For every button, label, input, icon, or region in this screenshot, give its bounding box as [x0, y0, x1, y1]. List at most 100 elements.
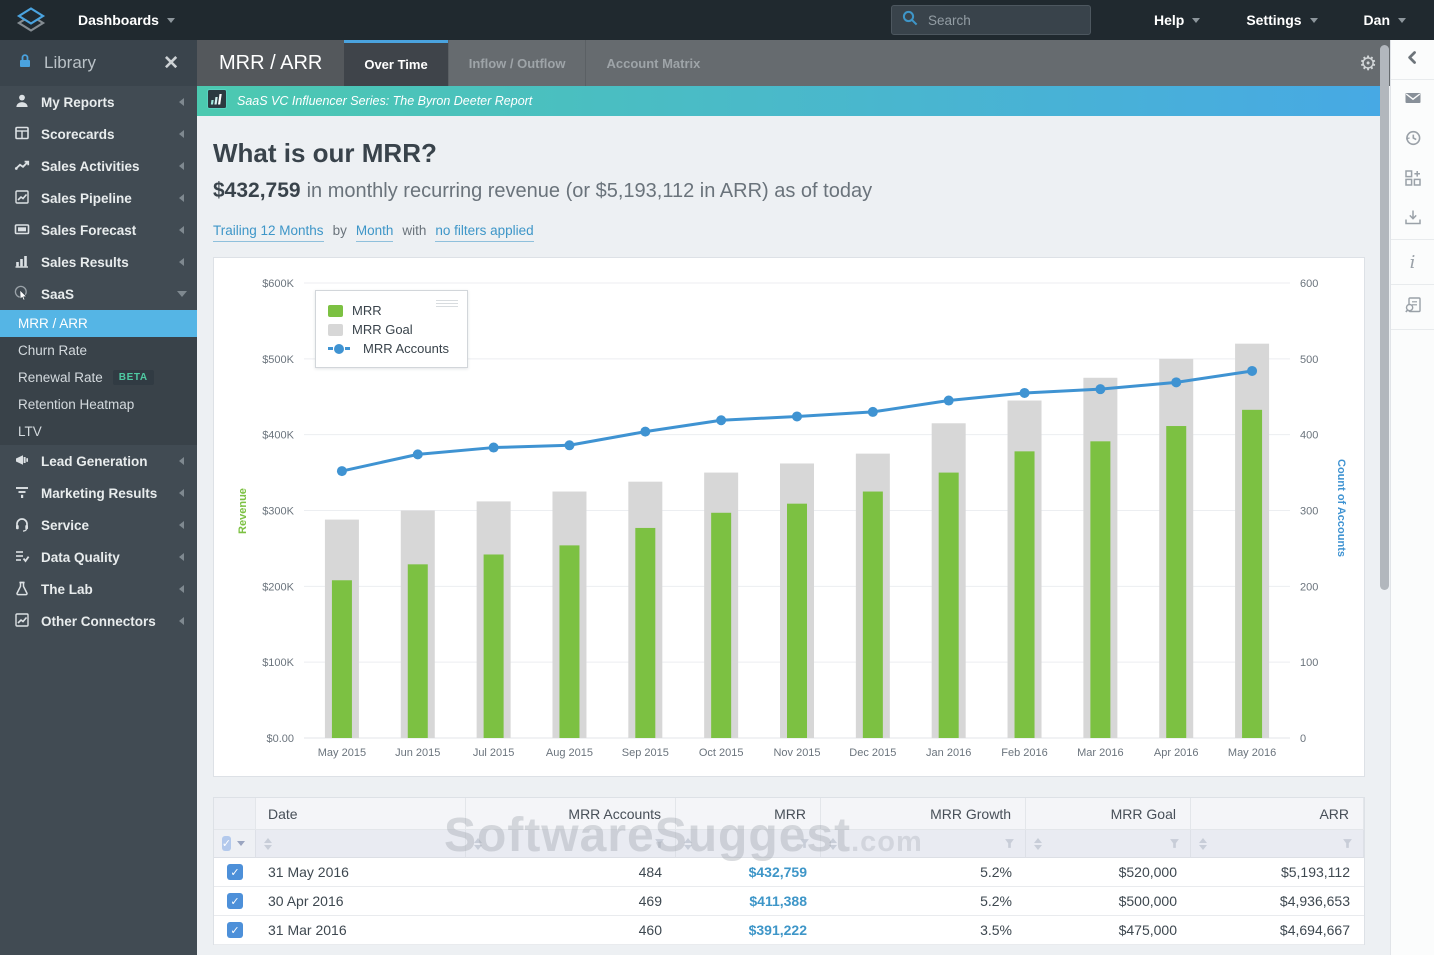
settings-gear-button[interactable]: ⚙ — [1346, 40, 1390, 86]
row-checkbox[interactable]: ✓ — [227, 893, 243, 909]
sort-arrows-icon[interactable] — [684, 837, 692, 850]
sidebar-item-scorecards[interactable]: Scorecards — [0, 118, 197, 150]
sidebar-item-sales-results[interactable]: Sales Results — [0, 246, 197, 278]
filter-cell — [676, 830, 821, 858]
legend-item-mrr[interactable]: MRR — [328, 301, 449, 320]
sidebar-subitem-retention-heatmap[interactable]: Retention Heatmap — [0, 391, 197, 418]
date-range-link[interactable]: Trailing 12 Months — [213, 223, 324, 242]
svg-text:$0.00: $0.00 — [266, 733, 294, 745]
megaphone-icon — [14, 452, 30, 471]
layers-logo-icon[interactable] — [0, 6, 62, 34]
sort-arrows-icon[interactable] — [474, 837, 482, 850]
svg-text:Mar 2016: Mar 2016 — [1077, 747, 1123, 759]
row-checkbox-cell[interactable]: ✓ — [214, 916, 256, 945]
legend-drag-handle-icon[interactable] — [435, 300, 458, 309]
legend-label: MRR — [352, 303, 382, 318]
line-chart-icon — [14, 189, 30, 208]
close-icon[interactable]: ✕ — [163, 52, 179, 74]
tab-inflow-outflow[interactable]: Inflow / Outflow — [447, 40, 586, 86]
sort-arrows-icon[interactable] — [264, 837, 272, 850]
tab-account-matrix[interactable]: Account Matrix — [585, 40, 720, 86]
sidebar-subitem-mrr-arr[interactable]: MRR / ARR — [0, 310, 197, 337]
tab-over-time[interactable]: Over Time — [344, 40, 448, 86]
filter-cell — [1191, 830, 1364, 858]
chart-legend[interactable]: MRR MRR Goal MRR Accounts — [315, 290, 468, 368]
import-button[interactable] — [1390, 200, 1434, 240]
sort-arrows-icon[interactable] — [1034, 837, 1042, 850]
import-icon — [1404, 208, 1422, 231]
page-title: What is our MRR? — [213, 138, 437, 168]
sort-arrows-icon[interactable] — [1199, 837, 1207, 850]
cell-mrr[interactable]: $411,388 — [676, 887, 821, 916]
sidebar-item-label: SaaS — [41, 286, 75, 302]
chevron-left-button[interactable] — [1390, 40, 1434, 80]
column-header-arr[interactable]: ARR — [1191, 798, 1364, 830]
sidebar-item-sales-activities[interactable]: Sales Activities — [0, 150, 197, 182]
sidebar-item-marketing-results[interactable]: Marketing Results — [0, 477, 197, 509]
sidebar-item-label: Scorecards — [41, 126, 115, 142]
dashboards-menu[interactable]: Dashboards — [78, 12, 175, 28]
row-checkbox-cell[interactable]: ✓ — [214, 858, 256, 887]
info-button[interactable]: i — [1390, 240, 1434, 285]
sort-arrows-icon[interactable] — [829, 837, 837, 850]
sidebar-item-label: Sales Pipeline — [41, 190, 132, 206]
row-checkbox[interactable]: ✓ — [227, 864, 243, 880]
search-input[interactable] — [926, 11, 1066, 29]
sidebar-item-lead-generation[interactable]: Lead Generation — [0, 445, 197, 477]
column-header-date[interactable]: Date — [256, 798, 466, 830]
sidebar-subitem-renewal-rate[interactable]: Renewal Rate BETA — [0, 364, 197, 391]
column-header-mrr-goal[interactable]: MRR Goal — [1026, 798, 1191, 830]
sidebar-item-my-reports[interactable]: My Reports — [0, 86, 197, 118]
filter-funnel-icon[interactable] — [1342, 838, 1353, 849]
sidebar-item-the-lab[interactable]: The Lab — [0, 573, 197, 605]
row-checkbox[interactable]: ✓ — [227, 922, 243, 938]
topnav-menu-dan[interactable]: Dan — [1364, 12, 1406, 28]
chevron-left-icon — [179, 130, 184, 138]
vertical-scrollbar[interactable] — [1380, 45, 1389, 590]
cell-mrr[interactable]: $432,759 — [676, 858, 821, 887]
svg-text:Jun 2015: Jun 2015 — [395, 747, 440, 759]
sidebar-item-other-connectors[interactable]: Other Connectors — [0, 605, 197, 637]
column-header-mrr-accounts[interactable]: MRR Accounts — [466, 798, 676, 830]
history-button[interactable] — [1391, 120, 1434, 160]
top-nav: Dashboards Help Settings Dan — [0, 0, 1434, 40]
sidebar-item-sales-forecast[interactable]: Sales Forecast — [0, 214, 197, 246]
svg-text:Jan 2016: Jan 2016 — [926, 747, 971, 759]
topnav-menu-settings[interactable]: Settings — [1246, 12, 1318, 28]
column-header-mrr-growth[interactable]: MRR Growth — [821, 798, 1026, 830]
cell-mrr-goal: $475,000 — [1026, 916, 1191, 945]
filters-applied-link[interactable]: no filters applied — [435, 223, 534, 242]
doc-search-button[interactable] — [1390, 285, 1434, 330]
mrr-chart[interactable]: $0.00 0 $100K 100 $200K 200 $300K 300 $400K 400 $5… — [213, 257, 1365, 777]
select-all-cell[interactable]: ✓ — [214, 830, 256, 858]
lock-icon — [18, 53, 32, 74]
column-header-mrr[interactable]: MRR — [676, 798, 821, 830]
sidebar-item-saas[interactable]: SaaS — [0, 278, 197, 310]
legend-item-mrr-goal[interactable]: MRR Goal — [328, 320, 449, 339]
sidebar-item-data-quality[interactable]: Data Quality — [0, 541, 197, 573]
svg-text:Nov 2015: Nov 2015 — [773, 747, 820, 759]
envelope-button[interactable] — [1391, 80, 1434, 120]
influencer-banner[interactable]: SaaS VC Influencer Series: The Byron Dee… — [197, 86, 1380, 116]
legend-item-mrr-accounts[interactable]: MRR Accounts — [328, 339, 449, 358]
cell-mrr[interactable]: $391,222 — [676, 916, 821, 945]
filter-funnel-icon[interactable] — [799, 838, 810, 849]
topnav-menu-help[interactable]: Help — [1154, 12, 1201, 28]
sidebar-item-sales-pipeline[interactable]: Sales Pipeline — [0, 182, 197, 214]
sidebar-subitem-ltv[interactable]: LTV — [0, 418, 197, 445]
filter-cell — [466, 830, 676, 858]
filter-funnel-icon[interactable] — [1169, 838, 1180, 849]
filter-funnel-icon[interactable] — [1004, 838, 1015, 849]
sidebar-item-service[interactable]: Service — [0, 509, 197, 541]
row-checkbox-cell[interactable]: ✓ — [214, 887, 256, 916]
search-box[interactable] — [891, 5, 1091, 35]
select-all-checkbox[interactable]: ✓ — [221, 836, 232, 851]
grid-plus-button[interactable] — [1391, 160, 1434, 200]
by-word: by — [332, 223, 347, 238]
svg-text:100: 100 — [1300, 657, 1318, 669]
sidebar-subitem-churn-rate[interactable]: Churn Rate — [0, 337, 197, 364]
svg-text:$100K: $100K — [262, 657, 294, 669]
line-chart-icon — [14, 612, 30, 631]
granularity-link[interactable]: Month — [355, 223, 394, 242]
filter-funnel-icon[interactable] — [654, 838, 665, 849]
